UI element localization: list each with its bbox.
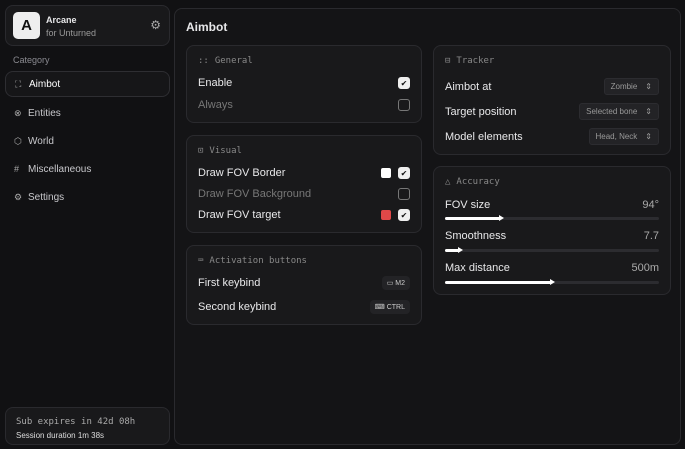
entities-icon: ⊗	[14, 107, 22, 118]
fov-target-row: Draw FOV target ✔	[198, 209, 410, 221]
chevron-updown-icon: ⇕	[645, 82, 652, 91]
app-name: Arcane	[46, 15, 77, 25]
sub-expiry: Sub expires in 42d 08h	[16, 417, 136, 427]
fov-size-slider[interactable]	[445, 215, 659, 221]
chevron-updown-icon: ⇕	[645, 132, 652, 141]
page-title: Aimbot	[186, 20, 228, 34]
nav-label: Settings	[28, 191, 65, 203]
max-distance-row: Max distance 500m	[445, 262, 659, 274]
sidebar-item-miscellaneous[interactable]: # Miscellaneous	[5, 156, 170, 182]
grid-icon: #	[14, 164, 20, 174]
settings-gear-icon[interactable]: ⚙	[150, 18, 161, 32]
first-keybind-row: First keybind ▭ M2	[198, 276, 410, 290]
border-color-swatch[interactable]	[381, 168, 391, 178]
cube-icon: ⬡	[14, 135, 22, 146]
crosshair-icon: ⛶	[15, 78, 22, 89]
keyboard-icon: ⌨	[198, 256, 204, 266]
section-header: ⊡ Visual	[198, 146, 242, 156]
enable-checkbox[interactable]: ✔	[398, 77, 410, 89]
fov-background-checkbox[interactable]	[398, 188, 410, 200]
nav-label: Miscellaneous	[28, 163, 92, 175]
target-color-swatch[interactable]	[381, 210, 391, 220]
general-card: :: General Enable ✔ Always	[186, 45, 422, 123]
chevron-updown-icon: ⇕	[645, 107, 652, 116]
second-keybind-button[interactable]: ⌨ CTRL	[369, 300, 410, 314]
fov-border-row: Draw FOV Border ✔	[198, 167, 410, 179]
tracker-icon: ⊟	[445, 56, 451, 66]
fov-background-row: Draw FOV Background	[198, 188, 410, 200]
brand-card: A Arcane for Unturned ⚙	[5, 5, 170, 46]
target-position-row: Target position Selected bone ⇕	[445, 103, 659, 120]
max-distance-slider[interactable]	[445, 279, 659, 285]
nav-label: Aimbot	[29, 78, 61, 90]
aimbot-at-row: Aimbot at Zombie ⇕	[445, 78, 659, 95]
gear-icon: ⚙	[14, 191, 23, 202]
smoothness-slider[interactable]	[445, 247, 659, 253]
always-row: Always	[198, 99, 410, 111]
second-keybind-row: Second keybind ⌨ CTRL	[198, 300, 410, 314]
sidebar-item-entities[interactable]: ⊗ Entities	[5, 100, 170, 126]
session-duration: Session duration 1m 38s	[16, 431, 105, 440]
smoothness-row: Smoothness 7.7	[445, 230, 659, 242]
category-label: Category	[13, 55, 50, 65]
target-icon: ⊡	[198, 146, 204, 156]
nav-label: World	[28, 135, 54, 147]
enable-row: Enable ✔	[198, 77, 410, 89]
first-keybind-button[interactable]: ▭ M2	[381, 276, 410, 290]
activation-card: ⌨ Activation buttons First keybind ▭ M2 Se…	[186, 245, 422, 325]
fov-size-row: FOV size 94°	[445, 199, 659, 211]
section-header: ⊟ Tracker	[445, 56, 495, 66]
accuracy-card: △ Accuracy FOV size 94° Smoothness 7.7 Max …	[433, 166, 671, 295]
app-logo: A	[13, 12, 40, 39]
triangle-icon: △	[445, 177, 451, 187]
section-header: :: General	[198, 56, 253, 66]
subscription-card: Sub expires in 42d 08h Session duration …	[5, 407, 170, 445]
sidebar-item-aimbot[interactable]: ⛶ Aimbot	[5, 71, 170, 97]
model-elements-row: Model elements Head, Neck ⇕	[445, 128, 659, 145]
always-checkbox[interactable]	[398, 99, 410, 111]
tracker-card: ⊟ Tracker Aimbot at Zombie ⇕ Target positio…	[433, 45, 671, 155]
aimbot-at-select[interactable]: Zombie ⇕	[603, 78, 659, 95]
slider-fill	[445, 215, 504, 221]
app-subtitle: for Unturned	[46, 28, 97, 38]
slider-fill	[445, 279, 555, 285]
section-header: ⌨ Activation buttons	[198, 256, 307, 266]
fov-target-checkbox[interactable]: ✔	[398, 209, 410, 221]
list-icon: ::	[198, 56, 209, 66]
sidebar-item-world[interactable]: ⬡ World	[5, 128, 170, 154]
slider-fill	[445, 247, 463, 253]
sidebar-item-settings[interactable]: ⚙ Settings	[5, 184, 170, 210]
visual-card: ⊡ Visual Draw FOV Border ✔ Draw FOV Backgr…	[186, 135, 422, 233]
section-header: △ Accuracy	[445, 177, 500, 187]
nav-label: Entities	[28, 107, 61, 119]
target-position-select[interactable]: Selected bone ⇕	[579, 103, 659, 120]
fov-border-checkbox[interactable]: ✔	[398, 167, 410, 179]
model-elements-select[interactable]: Head, Neck ⇕	[588, 128, 659, 145]
